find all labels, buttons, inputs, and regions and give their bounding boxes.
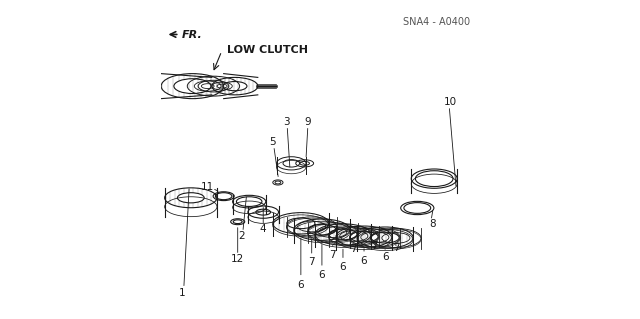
- Text: 6: 6: [298, 279, 304, 290]
- Text: 7: 7: [351, 244, 357, 255]
- Text: FR.: FR.: [182, 30, 203, 40]
- Text: 6: 6: [340, 262, 346, 272]
- Text: 7: 7: [372, 241, 378, 251]
- Text: 7: 7: [392, 243, 399, 253]
- Text: 11: 11: [201, 182, 214, 192]
- Text: 6: 6: [382, 252, 388, 262]
- Text: 12: 12: [231, 254, 244, 264]
- Text: 2: 2: [238, 231, 245, 241]
- Text: 8: 8: [429, 219, 436, 229]
- Text: 10: 10: [444, 97, 458, 107]
- Text: 6: 6: [361, 256, 367, 266]
- Text: 7: 7: [330, 250, 336, 260]
- Text: LOW CLUTCH: LOW CLUTCH: [227, 45, 308, 55]
- Text: 4: 4: [260, 224, 266, 234]
- Text: SNA4 - A0400: SNA4 - A0400: [403, 17, 470, 27]
- Text: 7: 7: [308, 257, 315, 267]
- Text: 9: 9: [305, 117, 311, 127]
- Text: 3: 3: [283, 117, 290, 127]
- Text: 6: 6: [319, 270, 325, 280]
- Text: 5: 5: [269, 137, 276, 147]
- Text: 1: 1: [179, 288, 186, 298]
